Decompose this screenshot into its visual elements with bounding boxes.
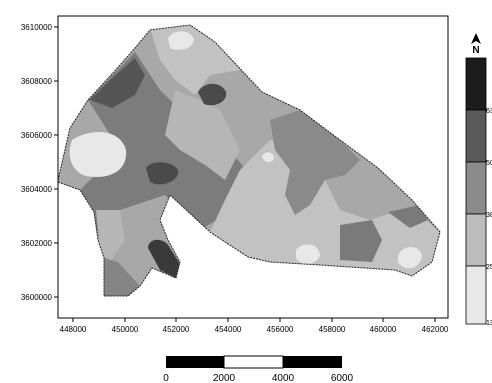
zone-light-small3 <box>398 247 422 269</box>
zone-dark-bottom <box>148 239 180 278</box>
zone-leg-mid <box>104 258 140 296</box>
zone-dot-dark <box>198 83 227 106</box>
scale-label: 0 <box>163 373 169 383</box>
x-tick-label: 460000 <box>370 325 397 334</box>
north-arrow-icon: N <box>471 33 481 56</box>
study-area-outline <box>57 24 441 297</box>
zone-leg-light <box>96 210 125 262</box>
legend: 63 50 38 25 13 <box>465 57 492 327</box>
zone-right-dark2 <box>388 205 428 228</box>
x-tick-label: 456000 <box>267 325 294 334</box>
scale-bar: 0 2000 4000 6000 <box>163 355 354 383</box>
y-tick-label: 3602000 <box>21 239 53 248</box>
x-tick-label: 448000 <box>60 325 87 334</box>
scale-label: 4000 <box>272 373 295 383</box>
x-tick-label: 454000 <box>215 325 242 334</box>
y-axis: 3600000 3602000 3604000 3606000 3608000 … <box>21 16 59 318</box>
legend-swatch <box>465 57 487 111</box>
y-tick-label: 3604000 <box>21 185 53 194</box>
legend-label: 38 <box>486 212 492 219</box>
zone-center-light <box>165 90 240 180</box>
x-tick-label: 462000 <box>422 325 449 334</box>
legend-swatch <box>465 109 487 163</box>
scale-label: 2000 <box>213 373 236 383</box>
scale-label: 6000 <box>331 373 354 383</box>
zone-light-right <box>210 140 440 276</box>
legend-swatch <box>465 161 487 215</box>
north-label: N <box>472 45 479 56</box>
legend-label: 13 <box>486 320 492 327</box>
legend-label: 63 <box>486 108 492 115</box>
zone-light-top <box>168 31 194 50</box>
zone-right-mid <box>270 110 360 215</box>
x-tick-label: 458000 <box>319 325 346 334</box>
y-tick-label: 3606000 <box>21 131 53 140</box>
x-tick-label: 452000 <box>163 325 190 334</box>
zone-light-small2 <box>296 244 320 264</box>
legend-swatch <box>465 213 487 267</box>
legend-label: 25 <box>486 264 492 271</box>
y-tick-label: 3610000 <box>21 23 53 32</box>
x-axis: 448000 450000 452000 454000 456000 45800… <box>58 317 449 334</box>
x-tick-label: 450000 <box>112 325 139 334</box>
zone-right-dark <box>340 220 382 262</box>
zone-dark-center <box>146 162 179 185</box>
zone-light-small1 <box>262 152 274 163</box>
legend-label: 50 <box>486 160 492 167</box>
zone-light-left <box>69 131 127 177</box>
y-tick-label: 3608000 <box>21 77 53 86</box>
legend-swatch <box>465 265 487 325</box>
zone-upper-left-dark <box>90 58 145 108</box>
y-tick-label: 3600000 <box>21 293 53 302</box>
